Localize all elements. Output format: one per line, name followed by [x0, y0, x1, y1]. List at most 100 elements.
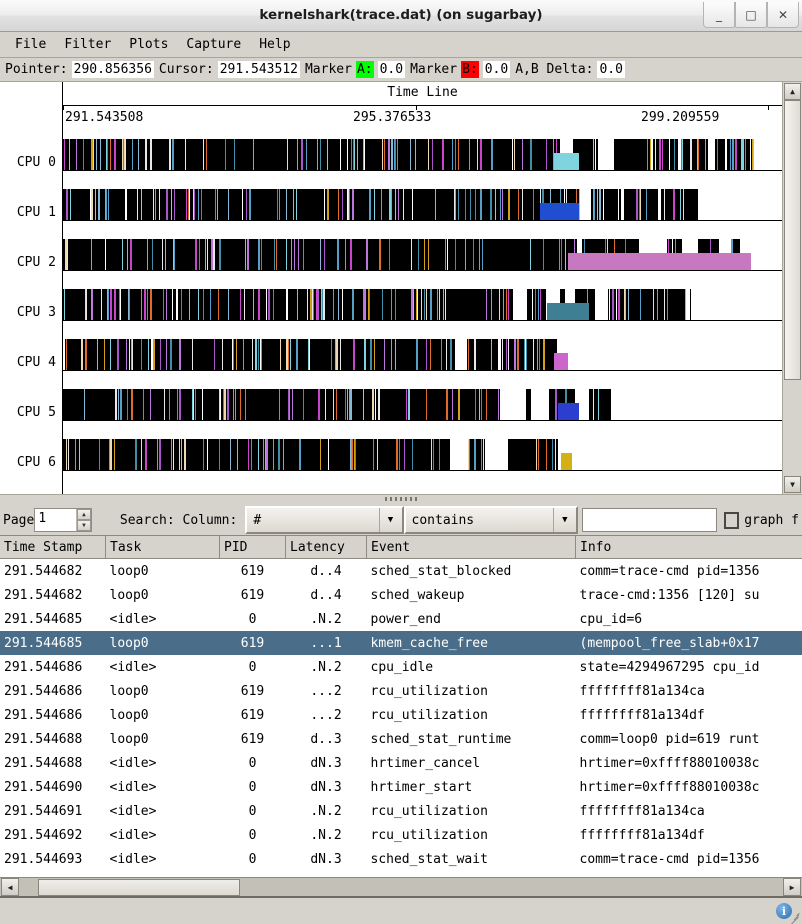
pane-splitter[interactable] [0, 495, 802, 505]
menu-plots[interactable]: Plots [129, 36, 169, 52]
column-header-timestamp[interactable]: Time Stamp [0, 536, 106, 559]
page-input[interactable]: 1 [38, 511, 47, 526]
table-row[interactable]: 291.544692 <idle> 0 .N.2 rcu_utilization ffff… [0, 823, 802, 847]
timeline-event-mark [406, 389, 407, 421]
column-header-info[interactable]: Info [575, 536, 802, 559]
page-spin-up-icon[interactable]: ▲ [76, 509, 91, 520]
cpu-lane-6[interactable] [63, 439, 782, 471]
timeline-event-mark [416, 289, 417, 321]
search-column-select[interactable]: # ▼ [245, 506, 404, 534]
hscroll-right-arrow[interactable]: ▶ [783, 878, 801, 896]
timeline-event-mark [350, 439, 351, 471]
timeline-event-mark [517, 339, 519, 371]
timeline-event-mark [255, 339, 257, 371]
maximize-button[interactable]: □ [735, 2, 767, 28]
cpu-lane-3[interactable] [63, 289, 782, 321]
cpu-lane-baseline [63, 470, 782, 471]
plot-scroll-down-arrow[interactable]: ▼ [784, 476, 801, 493]
page-spinner[interactable]: 1 ▲ ▼ [34, 508, 92, 532]
cell-task: <idle> [109, 851, 157, 867]
timeline-canvas[interactable]: Time Line 291.543508 295.376533 299.2095… [62, 82, 782, 494]
table-row[interactable]: 291.544686 loop0 619 ...2 rcu_utilization fff… [0, 703, 802, 727]
search-input[interactable] [581, 508, 717, 532]
timeline-event-mark [536, 439, 537, 471]
timeline-event-mark [327, 189, 329, 221]
table-row[interactable]: 291.544686 <idle> 0 .N.2 cpu_idle state=42949… [0, 655, 802, 679]
table-row[interactable]: 291.544693 <idle> 0 dN.3 sched_stat_wait comm… [0, 847, 802, 871]
timeline-event-mark [555, 389, 557, 421]
close-button[interactable]: ✕ [767, 2, 799, 28]
timeline-event-mark [64, 289, 65, 321]
column-header-pid[interactable]: PID [219, 536, 286, 559]
timeline-event-mark [475, 389, 476, 421]
table-row[interactable]: 291.544682 loop0 619 d..4 sched_wakeup trace-… [0, 583, 802, 607]
table-row[interactable]: 291.544688 <idle> 0 dN.3 hrtimer_cancel hrtim… [0, 751, 802, 775]
column-header-latency[interactable]: Latency [285, 536, 367, 559]
chevron-down-icon[interactable]: ▼ [378, 508, 402, 532]
cpu-lane-baseline [63, 420, 782, 421]
timeline-event-mark [348, 189, 349, 221]
table-row[interactable]: 291.544685 <idle> 0 .N.2 power_end cpu_id=6 [0, 607, 802, 631]
menu-filter[interactable]: Filter [64, 36, 112, 52]
cell-event: rcu_utilization [370, 803, 488, 819]
timeline-event-mark [219, 239, 221, 271]
page-spin-down-icon[interactable]: ▼ [76, 520, 91, 531]
plot-scroll-thumb[interactable] [784, 100, 801, 380]
timeline-event-mark [411, 289, 413, 321]
minimize-button[interactable]: _ [703, 2, 735, 28]
cell-event: rcu_utilization [370, 707, 488, 723]
window-title: kernelshark(trace.dat) (on sugarbay) [259, 7, 543, 23]
timeline-event-mark [317, 289, 318, 321]
timeline-event-mark [659, 139, 661, 171]
timeline-event-mark [377, 439, 378, 471]
table-row[interactable]: 291.544691 <idle> 0 .N.2 rcu_utilization ffff… [0, 799, 802, 823]
search-match-select[interactable]: contains ▼ [403, 506, 578, 534]
table-row[interactable]: 291.544688 loop0 619 d..3 sched_stat_runtime… [0, 727, 802, 751]
timeline-event-mark [137, 189, 138, 221]
cpu-lane-0[interactable] [63, 139, 782, 171]
timeline-event-mark [546, 439, 547, 471]
timeline-event-mark [193, 189, 194, 221]
timeline-event-mark [160, 339, 161, 371]
menu-file[interactable]: File [15, 36, 47, 52]
table-horizontal-scrollbar[interactable]: ◀ ▶ [0, 877, 802, 896]
table-row[interactable]: 291.544685 loop0 619 ...1 kmem_cache_free (me… [0, 631, 802, 655]
cell-task: <idle> [106, 871, 220, 878]
pointer-value: 290.856356 [71, 61, 154, 78]
timeline-event-mark [662, 139, 663, 171]
column-header-event[interactable]: Event [366, 536, 576, 559]
graph-follows-checkbox[interactable] [723, 511, 740, 529]
cpu-lane-4[interactable] [63, 339, 782, 371]
info-icon[interactable]: i [776, 903, 792, 919]
timeline-event-mark [512, 139, 513, 171]
cpu-lane-1[interactable] [63, 189, 782, 221]
menu-help[interactable]: Help [259, 36, 291, 52]
table-row[interactable]: 291.544682 loop0 619 d..4 sched_stat_blocked… [0, 559, 802, 584]
timeline-event-mark [248, 439, 249, 471]
timeline-event-mark [502, 339, 503, 371]
timeline-event-mark [126, 339, 127, 371]
table-row[interactable]: 291.544686 loop0 619 ...2 rcu_utilization fff… [0, 679, 802, 703]
timeline-event-mark [426, 339, 427, 371]
hscroll-left-arrow[interactable]: ◀ [1, 878, 19, 896]
timeline-event-mark [349, 189, 350, 221]
column-header-task[interactable]: Task [105, 536, 220, 559]
cell-ts: 291.544692 [4, 827, 83, 843]
hscroll-thumb[interactable] [38, 878, 240, 896]
timeline-event-mark [286, 339, 288, 371]
plot-vertical-scrollbar[interactable]: ▲ ▼ [782, 82, 802, 494]
cpu-lane-2[interactable] [63, 239, 782, 271]
menu-bar: File Filter Plots Capture Help [0, 32, 802, 58]
menu-capture[interactable]: Capture [186, 36, 242, 52]
plot-scroll-up-arrow[interactable]: ▲ [784, 83, 801, 100]
table-row[interactable]: 291.544694<idle>0d..3sched_switchswapper… [0, 871, 802, 878]
cpu-lane-5[interactable] [63, 389, 782, 421]
page-spinner-buttons[interactable]: ▲ ▼ [75, 509, 91, 531]
resize-grip-icon[interactable] [788, 911, 800, 924]
chevron-down-icon-2[interactable]: ▼ [552, 508, 576, 532]
timeline-event-mark [85, 289, 86, 321]
table-row[interactable]: 291.544690 <idle> 0 dN.3 hrtimer_start hrtime… [0, 775, 802, 799]
table-header-row: Time Stamp Task PID Latency Event Info [0, 536, 802, 559]
timeline-event-mark [322, 289, 323, 321]
timeline-event-mark [244, 289, 245, 321]
